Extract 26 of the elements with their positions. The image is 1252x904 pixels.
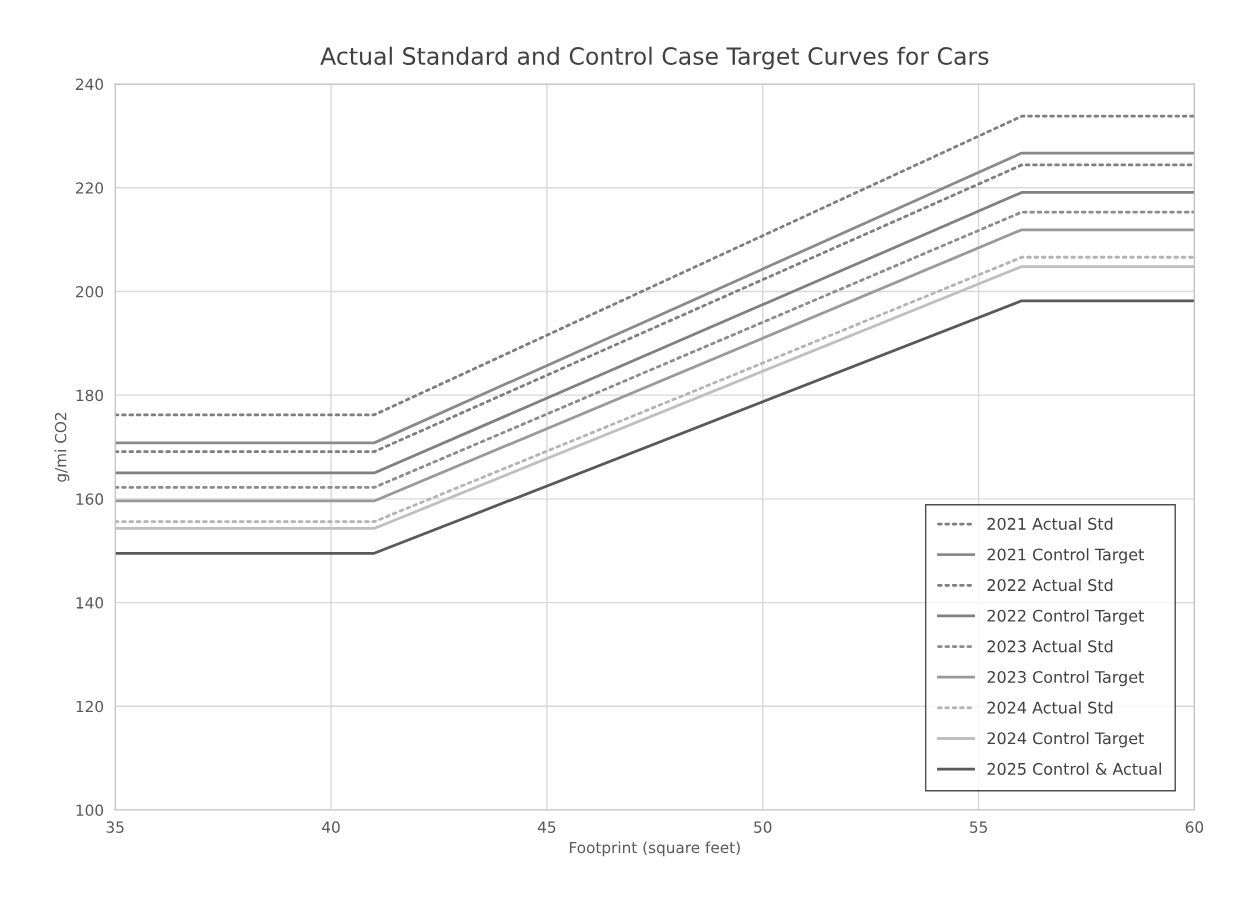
x-axis-title: Footprint (square feet) [569,841,740,857]
chart-title: Actual Standard and Control Case Target Curves for Cars [320,46,989,70]
legend-label: 2025 Control & Actual [987,762,1161,775]
legend-label: 2024 Actual Std [987,701,1113,714]
y-tick-label: 200 [76,285,104,298]
y-tick-label: 160 [76,493,104,505]
y-tick-label: 140 [76,597,104,609]
x-tick-label: 35 [106,821,124,833]
legend-label: 2023 Actual Std [987,640,1113,653]
legend-label: 2021 Control Target [987,548,1144,564]
y-axis-title: g/mi CO2 [54,412,70,482]
y-tick-label: 120 [76,700,104,713]
x-tick-label: 55 [970,821,987,833]
x-tick-label: 50 [754,821,772,833]
legend-label: 2022 Actual Std [987,578,1113,592]
x-tick-label: 60 [1185,821,1204,833]
legend-label: 2024 Control Target [987,731,1144,748]
y-tick-label: 220 [76,182,104,194]
legend-label: 2021 Actual Std [987,517,1113,530]
y-tick-label: 180 [76,389,104,402]
x-tick-label: 45 [537,821,556,833]
y-tick-label: 100 [76,804,104,817]
x-tick-label: 40 [322,821,340,833]
legend-label: 2022 Control Target [987,609,1144,625]
legend-label: 2023 Control Target [987,670,1144,687]
y-tick-label: 240 [76,78,104,91]
